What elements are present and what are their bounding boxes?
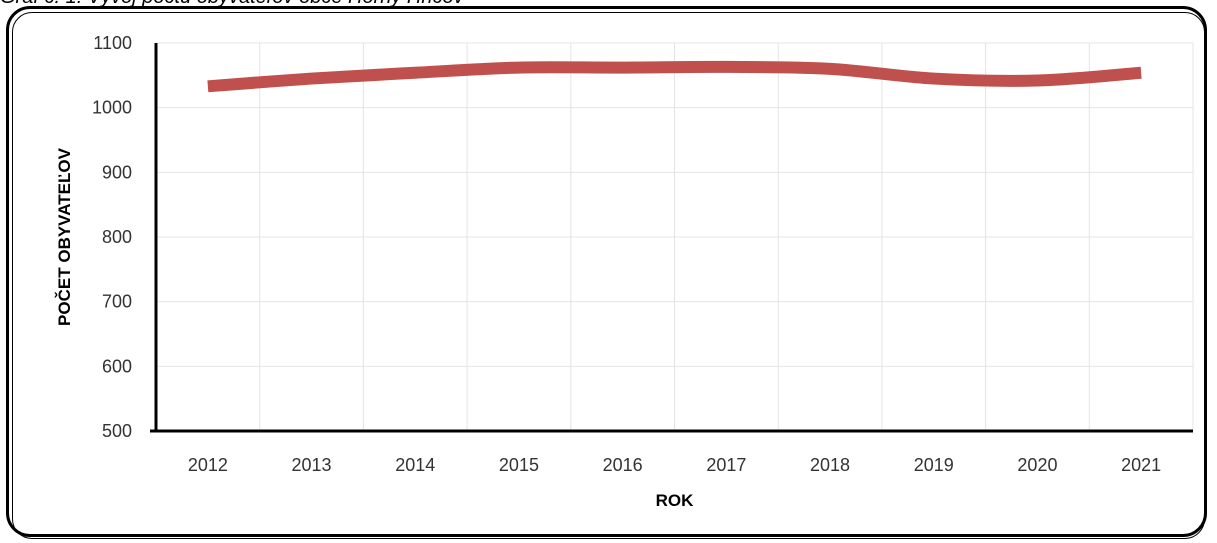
x-tick-label: 2014 [395, 455, 435, 475]
y-tick-label: 1100 [93, 33, 132, 53]
x-tick-label: 2019 [914, 455, 954, 475]
x-axis-title: ROK [656, 491, 695, 510]
chart-frame [6, 6, 1207, 537]
x-tick-label: 2020 [1017, 455, 1057, 475]
chart-grid [156, 42, 1194, 431]
chart-caption: Graf č. 1: Vývoj počtu obyvateľov obce H… [0, 0, 1217, 8]
x-tick-labels: 2012 2013 2014 2015 2016 2017 2018 2019 2020 2021 [188, 455, 1161, 475]
x-tick-label: 2017 [706, 455, 746, 475]
y-tick-labels: 500 600 700 800 900 1000 1100 [92, 33, 132, 441]
x-tick-label: 2012 [188, 455, 228, 475]
y-tick-label: 1000 [92, 98, 132, 118]
x-tick-label: 2018 [810, 455, 850, 475]
x-tick-label: 2013 [292, 455, 332, 475]
y-tick-label: 800 [102, 227, 132, 247]
series-layer [207, 60, 1142, 93]
y-tick-label: 900 [102, 162, 132, 182]
y-tick-label: 500 [102, 421, 132, 441]
x-tick-label: 2021 [1121, 455, 1161, 475]
x-tick-label: 2015 [499, 455, 539, 475]
series-line-0 [207, 60, 1142, 93]
y-tick-label: 700 [102, 292, 132, 312]
y-tick-label: 600 [102, 356, 132, 376]
chart-axes [150, 43, 1193, 433]
y-axis-title: POČET OBYVATEĽOV [55, 147, 74, 326]
x-tick-label: 2016 [603, 455, 643, 475]
